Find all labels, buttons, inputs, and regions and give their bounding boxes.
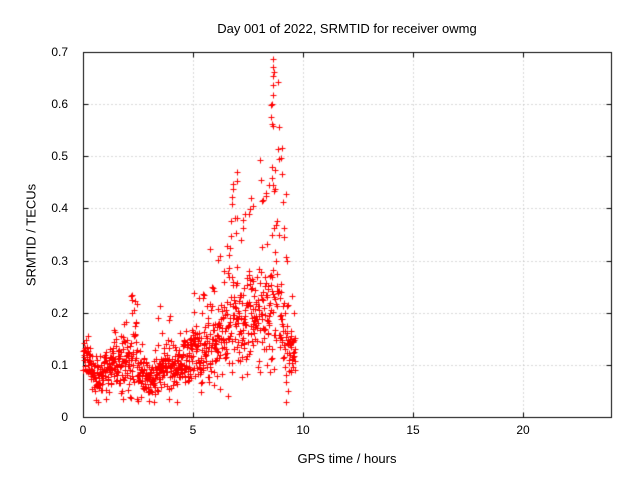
x-tick-label: 20 xyxy=(516,423,530,437)
y-tick-label: 0.4 xyxy=(51,201,68,215)
x-axis-label: GPS time / hours xyxy=(297,451,397,466)
y-tick-label: 0.1 xyxy=(51,358,68,372)
y-tick-label: 0.7 xyxy=(51,45,68,59)
y-tick-label: 0.5 xyxy=(51,149,68,163)
x-tick-label: 10 xyxy=(296,423,310,437)
y-tick-label: 0.2 xyxy=(51,306,68,320)
y-tick-label: 0.6 xyxy=(51,97,68,111)
x-tick-label: 15 xyxy=(406,423,420,437)
y-tick-label: 0 xyxy=(61,410,68,424)
chart-title: Day 001 of 2022, SRMTID for receiver owm… xyxy=(217,21,477,36)
y-tick-label: 0.3 xyxy=(51,254,68,268)
x-tick-label: 5 xyxy=(189,423,197,437)
x-tick-label: 0 xyxy=(79,423,87,437)
